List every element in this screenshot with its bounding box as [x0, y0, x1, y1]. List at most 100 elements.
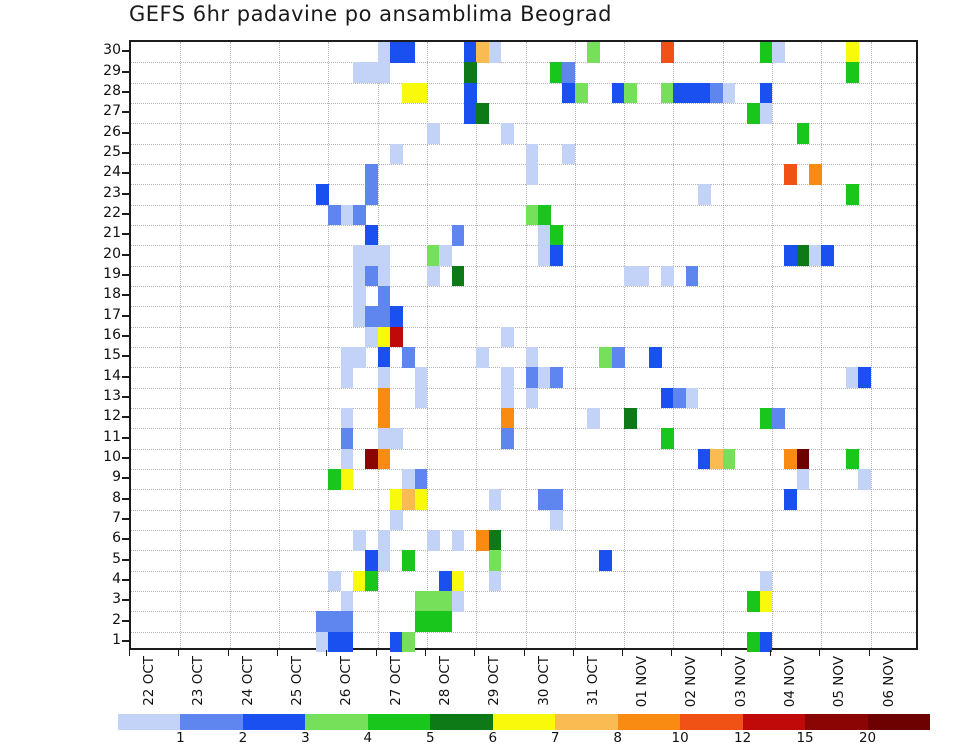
heatmap-cell [698, 448, 711, 470]
heatmap-cell [599, 347, 613, 368]
colorbar-tick-label: 10 [671, 730, 689, 746]
heatmap-cell [624, 82, 637, 104]
heatmap-cell [685, 82, 699, 104]
heatmap-cell [759, 591, 773, 612]
plot-area [129, 40, 918, 653]
x-tick-label: 29 OCT [486, 656, 503, 706]
x-tick-label: 31 OCT [584, 656, 601, 706]
heatmap-cell [624, 265, 637, 287]
heatmap-cell [377, 387, 391, 409]
heatmap-cell [365, 265, 378, 287]
heatmap-cell [463, 82, 477, 104]
y-tick-label: 5 [112, 550, 121, 567]
colorbar-segment [617, 714, 681, 730]
heatmap-cell [463, 42, 477, 63]
y-tick-label: 17 [103, 306, 121, 323]
y-tick-label: 1 [112, 631, 121, 648]
colorbar-tick-label: 1 [176, 730, 185, 746]
heatmap-cell [340, 448, 354, 470]
heatmap-cell [587, 42, 600, 63]
x-tick-label: 03 NOV [732, 656, 749, 708]
x-tick-label: 01 NOV [634, 656, 651, 708]
x-tick-mark [424, 650, 426, 656]
heatmap-cell [365, 326, 378, 348]
heatmap-cell [365, 164, 378, 185]
heatmap-cell [328, 611, 341, 633]
y-tick-mark [122, 436, 129, 439]
y-tick-label: 18 [103, 286, 121, 303]
heatmap-cell [352, 306, 366, 328]
heatmap-cell [488, 570, 502, 592]
heatmap-cell [698, 184, 711, 206]
y-tick-label: 24 [103, 164, 121, 181]
heatmap-cell [488, 489, 502, 511]
heatmap-cell [476, 530, 489, 551]
y-tick-mark [122, 456, 129, 459]
heatmap-cell [377, 326, 391, 348]
heatmap-cell [365, 245, 378, 267]
y-tick-mark [122, 599, 129, 602]
y-tick-label: 23 [103, 184, 121, 201]
y-tick-mark [122, 70, 129, 73]
heatmap-cell [414, 387, 428, 409]
heatmap-cell [426, 245, 440, 267]
colorbar-segment [367, 714, 431, 730]
heatmap-cell [500, 428, 514, 450]
heatmap-cell [796, 469, 810, 490]
heatmap-cell [340, 367, 354, 389]
colorbar-tick-label: 15 [796, 730, 814, 746]
heatmap-cell [488, 550, 502, 572]
heatmap-cell [611, 347, 625, 368]
y-tick-mark [122, 538, 129, 541]
x-tick-label: 26 OCT [338, 656, 355, 706]
x-axis: 22 OCT 23 OCT 24 OCT 25 OCT 26 OCT 27 OCT 28 O… [129, 650, 918, 740]
colorbar-segment [742, 714, 806, 730]
heatmap-cell [500, 326, 514, 348]
heatmap-cell [402, 42, 415, 63]
y-tick-mark [122, 619, 129, 622]
heatmap-cell [858, 469, 872, 490]
heatmap-cell [747, 591, 761, 612]
heatmap-cell [759, 631, 773, 653]
heatmap-cell [661, 265, 674, 287]
heatmap-cell [710, 82, 724, 104]
heatmap-cell [389, 428, 403, 450]
heatmap-cell [525, 143, 539, 165]
heatmap-cell [846, 448, 859, 470]
heatmap-cell [352, 570, 366, 592]
y-tick-mark [122, 212, 129, 215]
heatmap-cell [340, 611, 354, 633]
heatmap-cells [131, 42, 916, 653]
heatmap-cell [315, 611, 329, 633]
heatmap-cell [451, 530, 465, 551]
heatmap-cell [414, 367, 428, 389]
heatmap-cell [846, 184, 859, 206]
heatmap-cell [451, 265, 465, 287]
heatmap-cell [710, 448, 724, 470]
y-tick-label: 16 [103, 326, 121, 343]
x-tick-label: 27 OCT [387, 656, 404, 706]
y-tick-mark [122, 416, 129, 419]
heatmap-cell [550, 62, 563, 84]
colorbar-segment [118, 714, 181, 730]
heatmap-cell [562, 143, 576, 165]
heatmap-cell [488, 42, 502, 63]
y-tick-mark [122, 375, 129, 378]
heatmap-cell [784, 245, 798, 267]
x-tick-mark [276, 650, 278, 656]
heatmap-cell [340, 408, 354, 429]
heatmap-cell [352, 530, 366, 551]
heatmap-cell [402, 489, 415, 511]
x-tick-mark [227, 650, 229, 656]
heatmap-cell [389, 326, 403, 348]
colorbar-segment [242, 714, 306, 730]
heatmap-cell [463, 62, 477, 84]
y-tick-label: 29 [103, 62, 121, 79]
y-tick-label: 8 [112, 489, 121, 506]
heatmap-cell [537, 225, 551, 246]
heatmap-cell [328, 469, 341, 490]
heatmap-cell [525, 347, 539, 368]
heatmap-cell [414, 591, 428, 612]
heatmap-cell [328, 204, 341, 226]
